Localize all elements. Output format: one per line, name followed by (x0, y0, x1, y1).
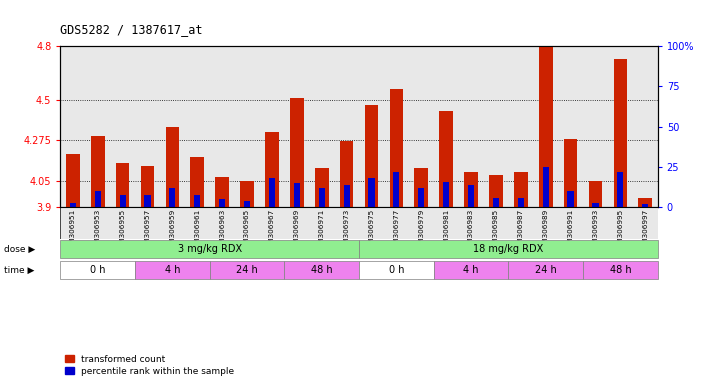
Bar (319, 188, 325, 207)
Text: GSM306971: GSM306971 (319, 209, 325, 253)
Bar (66, 154, 80, 207)
Bar (518, 198, 524, 207)
Bar (489, 175, 503, 207)
Bar (564, 139, 577, 207)
Bar (415, 168, 428, 207)
Text: 48 h: 48 h (609, 265, 631, 275)
Bar (443, 182, 449, 207)
Text: 24 h: 24 h (535, 265, 557, 275)
Bar (359, 240, 658, 258)
Text: GSM306987: GSM306987 (518, 209, 524, 253)
Bar (194, 195, 201, 207)
Bar (284, 260, 359, 279)
Bar (290, 98, 304, 207)
Bar (542, 167, 549, 207)
Bar (614, 59, 627, 207)
Text: GSM306995: GSM306995 (617, 209, 624, 253)
Text: 18 mg/kg RDX: 18 mg/kg RDX (474, 244, 543, 254)
Text: GSM306977: GSM306977 (393, 209, 400, 253)
Text: GSM306991: GSM306991 (567, 209, 574, 253)
Bar (340, 141, 353, 207)
Bar (592, 203, 599, 207)
Bar (265, 132, 279, 207)
Text: GSM306983: GSM306983 (468, 209, 474, 253)
Bar (390, 89, 403, 207)
Text: GSM306967: GSM306967 (269, 209, 275, 253)
FancyBboxPatch shape (60, 207, 658, 239)
Text: 4 h: 4 h (464, 265, 479, 275)
Bar (393, 172, 400, 207)
Text: GSM306985: GSM306985 (493, 209, 499, 253)
Bar (70, 203, 76, 207)
Bar (119, 195, 126, 207)
Text: GSM306975: GSM306975 (368, 209, 375, 253)
Text: 24 h: 24 h (236, 265, 258, 275)
Text: GSM306989: GSM306989 (542, 209, 549, 253)
Bar (583, 260, 658, 279)
Bar (215, 177, 229, 207)
Bar (638, 199, 652, 207)
Bar (464, 172, 478, 207)
Bar (315, 168, 328, 207)
Text: GSM306955: GSM306955 (119, 209, 126, 253)
Bar (135, 260, 210, 279)
Bar (642, 204, 648, 207)
Text: 0 h: 0 h (389, 265, 404, 275)
Text: GSM306959: GSM306959 (169, 209, 176, 253)
Bar (343, 185, 350, 207)
Text: GSM306979: GSM306979 (418, 209, 424, 253)
Text: GSM306981: GSM306981 (443, 209, 449, 253)
Text: dose ▶: dose ▶ (4, 245, 35, 253)
Bar (439, 111, 453, 207)
Bar (240, 180, 254, 207)
Bar (116, 162, 129, 207)
Bar (365, 105, 378, 207)
Bar (539, 46, 552, 207)
Bar (493, 198, 499, 207)
Text: GSM306969: GSM306969 (294, 209, 300, 253)
Bar (514, 172, 528, 207)
Text: GSM306957: GSM306957 (144, 209, 151, 253)
Bar (294, 183, 300, 207)
Bar (589, 180, 602, 207)
Legend: transformed count, percentile rank within the sample: transformed count, percentile rank withi… (65, 355, 235, 376)
Bar (244, 201, 250, 207)
Text: GSM306973: GSM306973 (343, 209, 350, 253)
Text: GSM306993: GSM306993 (592, 209, 599, 253)
Text: 3 mg/kg RDX: 3 mg/kg RDX (178, 244, 242, 254)
Bar (166, 127, 179, 207)
Bar (141, 166, 154, 207)
Text: GSM306965: GSM306965 (244, 209, 250, 253)
Text: 48 h: 48 h (311, 265, 333, 275)
Bar (567, 191, 574, 207)
Text: GSM306953: GSM306953 (95, 209, 101, 253)
Bar (144, 195, 151, 207)
Text: GDS5282 / 1387617_at: GDS5282 / 1387617_at (60, 23, 203, 36)
Text: time ▶: time ▶ (4, 265, 34, 275)
Text: 4 h: 4 h (165, 265, 180, 275)
Bar (434, 260, 508, 279)
Bar (359, 260, 434, 279)
Bar (210, 260, 284, 279)
Text: GSM306961: GSM306961 (194, 209, 201, 253)
Bar (617, 172, 624, 207)
Text: 0 h: 0 h (90, 265, 105, 275)
Bar (91, 136, 105, 207)
Bar (269, 179, 275, 207)
Bar (219, 199, 225, 207)
Bar (60, 240, 359, 258)
Bar (60, 260, 135, 279)
Bar (468, 185, 474, 207)
Text: GSM306951: GSM306951 (70, 209, 76, 253)
Bar (169, 188, 176, 207)
Text: GSM306997: GSM306997 (642, 209, 648, 253)
Bar (418, 188, 424, 207)
Bar (95, 191, 101, 207)
Bar (508, 260, 583, 279)
Bar (191, 157, 204, 207)
Bar (368, 179, 375, 207)
Text: GSM306963: GSM306963 (219, 209, 225, 253)
